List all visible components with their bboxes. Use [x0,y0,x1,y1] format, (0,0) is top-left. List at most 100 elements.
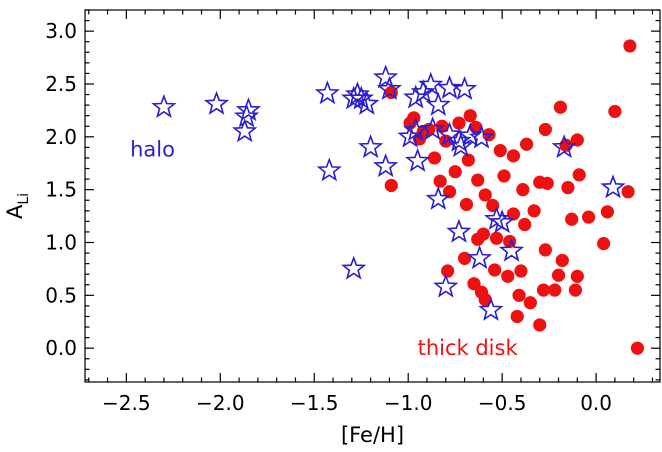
y-axis-ticks [85,9,660,381]
halo-point [203,90,230,115]
y-axis-tick-labels: 0.0 0.5 1.0 1.5 2.0 2.5 3.0 [45,19,77,360]
thick-disk-point [512,288,526,302]
thick-disk-point [467,277,481,291]
halo-point [354,90,380,115]
thick-disk-point [478,188,492,202]
halo-point [419,116,446,141]
halo-point [466,245,493,270]
halo-point [348,85,374,110]
thick-disk-point [572,168,586,182]
annotation-halo: halo [130,138,175,162]
thick-disk-point [427,151,442,165]
halo-point [468,124,495,149]
x-axis-ticks [88,10,654,382]
thick-disk-point [623,39,637,53]
thick-disk-point [551,268,566,282]
thick-disk-point [519,137,534,151]
thick-disk-point [471,173,485,187]
halo-point [344,81,371,106]
halo-point [436,74,463,99]
thick-disk-point [452,116,466,130]
y-tick-label: 3.0 [45,19,77,43]
halo-point [341,255,367,280]
thick-disk-point [561,180,575,195]
thick-disk-point [493,143,507,158]
x-axis-title: [Fe/H] [341,423,404,447]
thick-disk-point [538,243,552,257]
y-tick-label: 0.0 [45,336,77,360]
halo-point [314,80,341,105]
thick-disk-point [461,153,475,167]
thick-disk-point [630,341,645,355]
y-tick-label: 2.5 [45,72,77,96]
halo-point [233,103,260,128]
x-tick-label: 0.0 [580,391,612,415]
thick-disk-point [514,264,528,278]
halo-point [404,147,431,172]
y-tick-label: 1.0 [45,231,77,255]
thick-disk-point [448,165,462,179]
halo-point [457,122,483,147]
thick-disk-point [463,109,477,123]
halo-point [376,75,403,101]
halo-point [600,174,626,199]
halo-point [448,133,474,158]
halo-point [446,218,472,243]
x-tick-label: −2.0 [196,391,245,415]
thick-disk-point [600,205,614,219]
halo-point [425,91,451,116]
thick-disk-point [533,175,547,189]
thick-disk-point [548,283,562,297]
thick-disk-point [597,236,611,251]
thick-disk-point [501,269,515,283]
thick-disk-point [523,296,537,310]
halo-point [316,157,342,182]
y-axis-title-subscript: Li [16,193,32,205]
x-axis-tick-labels: −2.5 −2.0 −1.5 −1.0 −0.5 0.0 [102,391,612,415]
thick-disk-point [538,122,552,137]
halo-point [235,97,262,122]
y-tick-label: 2.0 [45,125,77,149]
thick-disk-point [478,292,492,307]
thick-disk-point [533,318,547,332]
thick-disk-point [565,212,579,226]
thick-disk-point [570,269,584,283]
halo-series [151,64,626,321]
thick-disk-point [510,309,524,324]
thick-disk-point [506,149,521,163]
y-tick-label: 0.5 [45,283,77,307]
thick-disk-point [527,204,541,218]
x-tick-label: −0.5 [478,391,527,415]
annotation-thick-disk: thick disk [418,336,519,360]
x-tick-label: −1.5 [290,391,339,415]
halo-point [373,153,399,178]
halo-point [478,296,504,321]
halo-point [446,127,472,152]
y-tick-label: 1.5 [45,178,77,202]
y-axis-title: ALi [3,193,32,219]
halo-point [373,64,399,89]
thick-disk-point [518,217,532,232]
thick-disk-point [441,264,455,278]
thick-disk-point [457,251,472,265]
halo-point [433,273,459,298]
thick-disk-point [553,100,568,114]
thick-disk-point [433,174,447,188]
halo-point [489,209,515,234]
halo-point [451,75,478,101]
thick-disk-point [384,178,398,193]
thick-disk-point [536,283,551,297]
thick-disk-point [568,283,583,297]
plot-frame [84,9,661,383]
thick-disk-point [488,263,502,277]
y-axis-title-main: A [3,204,27,219]
halo-point [425,185,451,210]
thick-disk-point [516,183,530,197]
thick-disk-point [497,169,511,183]
halo-point [418,71,444,96]
thick-disk-point [608,104,622,119]
halo-point [551,134,577,159]
x-tick-label: −1.0 [384,391,433,415]
thick-disk-point [471,232,485,246]
